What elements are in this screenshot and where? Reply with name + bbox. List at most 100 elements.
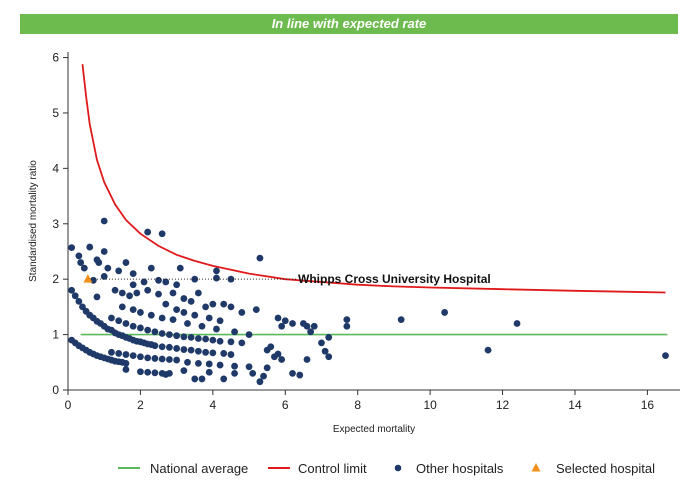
other-hospital-point bbox=[71, 292, 79, 300]
other-hospital-point bbox=[95, 259, 103, 266]
other-hospital-point bbox=[173, 356, 181, 364]
other-hospital-point bbox=[165, 343, 173, 351]
other-hospital-point bbox=[115, 317, 123, 325]
other-hospital-point bbox=[144, 368, 152, 376]
other-hospital-point bbox=[216, 317, 224, 325]
other-hospital-point bbox=[118, 289, 126, 297]
other-hospital-point bbox=[144, 326, 152, 334]
other-hospital-point bbox=[213, 267, 220, 275]
other-hospital-point bbox=[100, 217, 108, 225]
other-hospital-point bbox=[227, 275, 235, 283]
legend-label: Other hospitals bbox=[416, 461, 504, 476]
other-hospital-point bbox=[165, 369, 173, 377]
other-hospital-point bbox=[111, 286, 119, 294]
other-hospital-point bbox=[263, 346, 271, 354]
other-hospital-point bbox=[209, 336, 217, 344]
other-hospital-point bbox=[260, 372, 267, 380]
other-hospital-point bbox=[180, 367, 188, 375]
other-hospital-point bbox=[108, 314, 115, 322]
other-hospital-point bbox=[187, 346, 195, 354]
other-hospital-point bbox=[100, 273, 108, 280]
other-hospital-point bbox=[137, 324, 144, 332]
other-hospital-point bbox=[194, 289, 202, 297]
other-hospital-point bbox=[122, 320, 130, 327]
legend-swatch-triangle bbox=[531, 463, 541, 472]
x-tick-label: 12 bbox=[496, 398, 510, 412]
x-tick-label: 14 bbox=[568, 398, 582, 412]
x-axis-title: Expected mortality bbox=[333, 424, 415, 435]
other-hospital-point bbox=[278, 322, 286, 330]
other-hospital-point bbox=[147, 311, 155, 319]
other-hospital-point bbox=[173, 332, 181, 340]
other-hospital-point bbox=[155, 290, 162, 298]
other-hospital-point bbox=[151, 355, 159, 362]
other-hospital-point bbox=[281, 317, 289, 325]
selected-hospital-point bbox=[83, 274, 93, 283]
other-hospital-point bbox=[205, 368, 213, 376]
other-hospital-point bbox=[245, 363, 253, 371]
other-hospital-point bbox=[202, 348, 210, 356]
other-hospital-point bbox=[303, 322, 311, 330]
other-hospital-point bbox=[151, 369, 159, 377]
other-hospital-point bbox=[184, 320, 191, 327]
other-hospital-point bbox=[155, 276, 162, 284]
other-hospital-point bbox=[115, 267, 123, 275]
other-hospital-point bbox=[187, 297, 195, 305]
other-hospital-point bbox=[133, 289, 141, 297]
other-hospital-point bbox=[129, 352, 137, 360]
other-hospital-point bbox=[289, 320, 296, 327]
other-hospital-point bbox=[289, 369, 296, 377]
other-hospital-point bbox=[118, 303, 126, 311]
other-hospital-point bbox=[209, 300, 217, 308]
y-tick-label: 4 bbox=[52, 161, 59, 175]
other-hospital-point bbox=[205, 360, 213, 368]
selected-hospital-label: Whipps Cross University Hospital bbox=[298, 272, 491, 286]
other-hospital-point bbox=[129, 322, 137, 330]
other-hospital-point bbox=[249, 369, 257, 377]
other-hospital-point bbox=[147, 264, 155, 272]
other-hospital-point bbox=[158, 343, 166, 351]
y-tick-label: 0 bbox=[52, 383, 59, 397]
other-hospital-point bbox=[122, 259, 130, 266]
other-hospital-point bbox=[220, 350, 228, 357]
y-axis-title: Standardised mortality ratio bbox=[28, 160, 39, 282]
other-hospital-point bbox=[126, 292, 133, 300]
other-hospital-point bbox=[213, 274, 220, 282]
other-hospital-point bbox=[198, 375, 206, 383]
other-hospital-point bbox=[75, 252, 83, 260]
other-hospital-point bbox=[397, 316, 405, 324]
other-hospital-point bbox=[151, 328, 159, 336]
x-tick-label: 0 bbox=[65, 398, 72, 412]
y-tick-label: 3 bbox=[52, 217, 59, 231]
other-hospital-point bbox=[303, 356, 311, 363]
other-hospital-point bbox=[86, 243, 94, 251]
other-hospital-point bbox=[180, 333, 188, 341]
other-hospital-point bbox=[169, 289, 177, 297]
other-hospital-point bbox=[77, 259, 85, 266]
other-hospital-point bbox=[227, 338, 235, 346]
other-hospital-point bbox=[441, 309, 449, 316]
other-hospital-point bbox=[162, 300, 170, 308]
other-hospital-point bbox=[325, 353, 333, 361]
x-tick-label: 6 bbox=[282, 398, 289, 412]
other-hospital-point bbox=[213, 325, 220, 333]
other-hospital-point bbox=[252, 306, 260, 314]
other-hospital-point bbox=[137, 368, 144, 376]
other-hospital-point bbox=[194, 335, 202, 342]
other-hospital-point bbox=[238, 339, 246, 347]
other-hospital-point bbox=[191, 275, 199, 283]
y-tick-label: 1 bbox=[52, 328, 59, 342]
other-hospital-point bbox=[194, 347, 202, 355]
other-hospital-point bbox=[227, 303, 235, 311]
other-hospital-point bbox=[180, 309, 188, 316]
other-hospital-point bbox=[263, 364, 271, 372]
status-banner: In line with expected rate bbox=[20, 14, 678, 34]
other-hospital-point bbox=[271, 353, 278, 361]
other-hospital-point bbox=[274, 314, 282, 322]
other-hospital-point bbox=[108, 348, 115, 356]
x-tick-label: 8 bbox=[354, 398, 361, 412]
other-hospital-point bbox=[176, 264, 184, 272]
other-hospital-point bbox=[137, 309, 144, 316]
